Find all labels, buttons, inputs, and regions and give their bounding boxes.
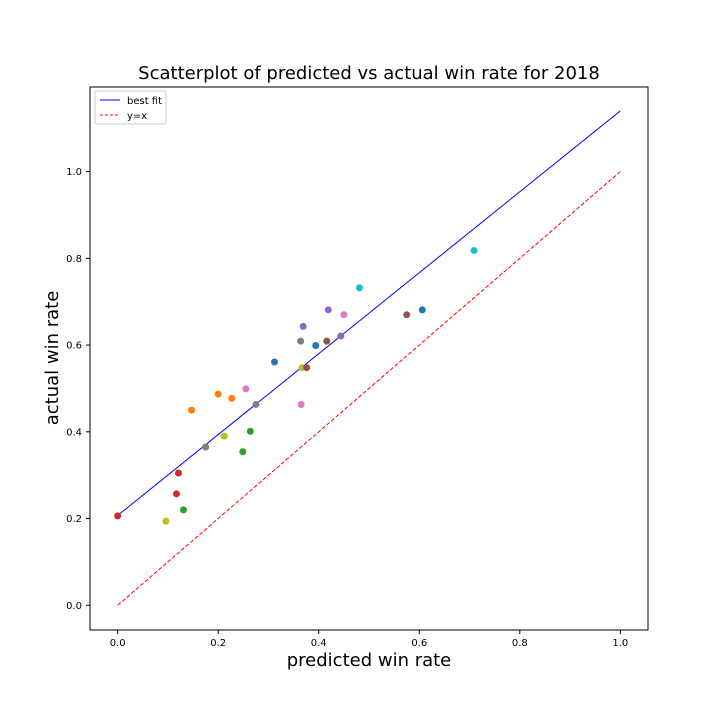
data-point bbox=[299, 322, 307, 330]
data-point bbox=[174, 469, 182, 477]
y-tick-label: 0.2 bbox=[66, 514, 82, 525]
y-tick-label: 1.0 bbox=[66, 167, 82, 178]
axes-frame bbox=[89, 86, 649, 631]
x-tick-label: 0.8 bbox=[512, 638, 528, 649]
x-tick-label: 1.0 bbox=[612, 638, 628, 649]
data-point bbox=[239, 448, 247, 456]
data-point bbox=[252, 400, 260, 408]
data-point bbox=[303, 364, 311, 372]
y-tick-label: 0.6 bbox=[66, 341, 82, 352]
data-point bbox=[114, 512, 122, 520]
data-point bbox=[355, 284, 363, 292]
x-tick-label: 0.0 bbox=[110, 638, 126, 649]
y-tick-label: 0.4 bbox=[66, 427, 82, 438]
data-point bbox=[202, 443, 210, 451]
data-point bbox=[242, 385, 250, 393]
y-tick-label: 0.0 bbox=[66, 601, 82, 612]
data-point bbox=[403, 311, 411, 319]
x-tick-label: 0.2 bbox=[210, 638, 226, 649]
legend-frame bbox=[94, 90, 167, 125]
data-point bbox=[297, 400, 305, 408]
data-point bbox=[297, 337, 305, 345]
data-point bbox=[220, 432, 228, 440]
data-point bbox=[418, 306, 426, 314]
data-point bbox=[340, 311, 348, 319]
plot-area: 0.0 0.2 0.4 0.6 0.8 1.0 0.0 0.2 0.4 0.6 0.8 1.0 bbox=[66, 86, 649, 649]
x-axis-label: predicted win rate bbox=[287, 650, 452, 671]
y-tick-label: 0.8 bbox=[66, 254, 82, 265]
line-y-x bbox=[117, 171, 621, 606]
data-point bbox=[312, 341, 320, 349]
data-point bbox=[172, 490, 180, 498]
line-best-fit bbox=[117, 110, 621, 516]
data-point bbox=[470, 247, 478, 255]
legend: best fit y=x bbox=[94, 90, 167, 125]
data-point bbox=[180, 506, 188, 514]
data-point bbox=[214, 390, 222, 398]
legend-y-equals-x-label: y=x bbox=[127, 111, 147, 122]
chart-title: Scatterplot of predicted vs actual win r… bbox=[138, 63, 600, 84]
x-tick-label: 0.6 bbox=[411, 638, 427, 649]
data-point bbox=[324, 306, 332, 314]
data-point bbox=[162, 517, 170, 525]
data-point bbox=[270, 358, 278, 366]
data-point bbox=[246, 427, 254, 435]
y-axis-label: actual win rate bbox=[42, 291, 63, 426]
x-tick-label: 0.4 bbox=[311, 638, 327, 649]
data-point bbox=[228, 394, 236, 402]
data-point bbox=[337, 332, 345, 340]
legend-best-fit-label: best fit bbox=[127, 96, 162, 107]
data-point bbox=[188, 406, 196, 414]
data-point bbox=[323, 337, 331, 345]
